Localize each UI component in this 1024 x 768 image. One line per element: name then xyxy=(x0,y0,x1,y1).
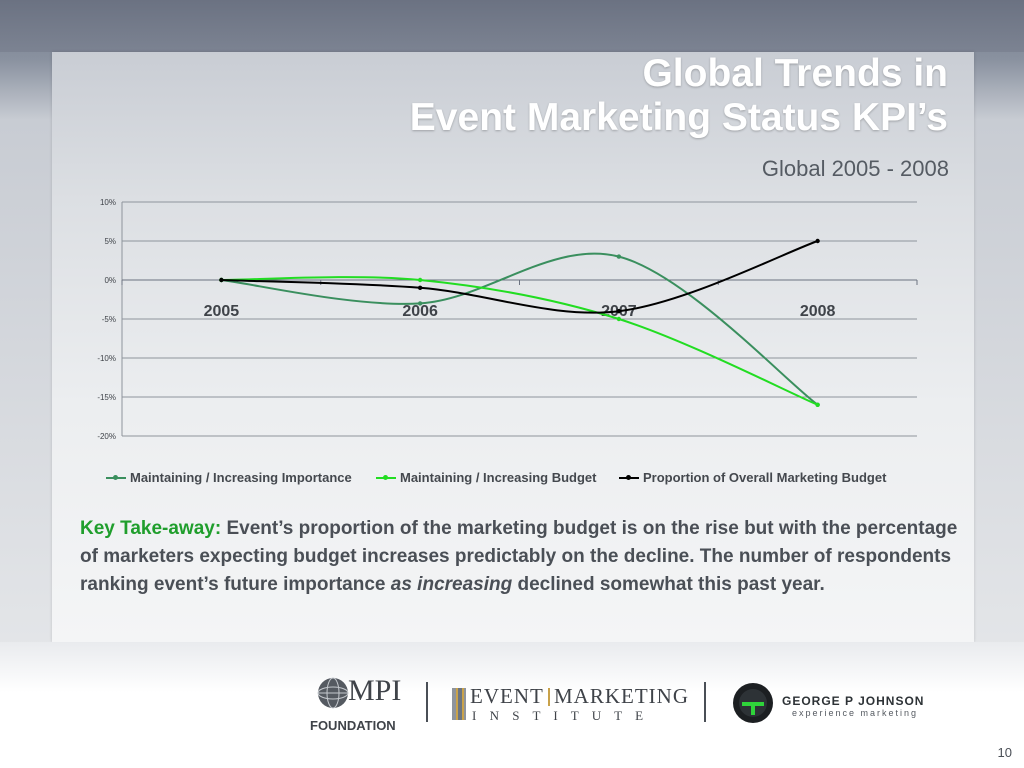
legend-label-proportion: Proportion of Overall Marketing Budget xyxy=(643,470,887,485)
y-tick-label: -15% xyxy=(97,393,116,402)
y-tick-label: -10% xyxy=(97,354,116,363)
data-point-proportion xyxy=(815,238,820,244)
y-tick-label: 5% xyxy=(104,237,116,246)
top-band xyxy=(0,0,1024,52)
legend-label-budget: Maintaining / Increasing Budget xyxy=(400,470,597,485)
page-number: 10 xyxy=(997,745,1012,760)
y-tick-label: -5% xyxy=(102,315,116,324)
slide-subtitle: Global 2005 - 2008 xyxy=(761,156,949,181)
chart-legend: Maintaining / Increasing Importance Main… xyxy=(106,470,906,492)
takeaway-text-1: Event’s proportion of the marketing budg… xyxy=(80,518,958,595)
takeaway-emphasis: as increasing xyxy=(390,574,513,595)
gpj-tagline: experience marketing xyxy=(792,708,919,718)
mpi-foundation-logo: MPI FOUNDATION xyxy=(308,674,418,736)
data-point-budget xyxy=(417,277,423,283)
emi-institute: I N S T I T U T E xyxy=(472,708,649,723)
series-line-importance xyxy=(221,252,819,406)
legend-swatch-budget xyxy=(376,474,396,480)
emi-marketing: MARKETING xyxy=(554,684,689,708)
legend-swatch-importance xyxy=(106,474,126,480)
x-tick-label: 2005 xyxy=(204,303,240,320)
emi-separator xyxy=(548,688,550,706)
gpj-emblem-icon xyxy=(733,683,773,723)
legend-item-importance: Maintaining / Increasing Importance xyxy=(106,470,352,485)
data-point-proportion xyxy=(219,277,224,283)
x-tick-label: 2006 xyxy=(402,303,438,320)
slide-title: Global Trends in Event Marketing Status … xyxy=(410,52,948,140)
content-panel xyxy=(52,52,974,642)
y-tick-label: 10% xyxy=(100,198,116,207)
logo-divider-1 xyxy=(426,682,428,722)
title-line-2: Event Marketing Status KPI’s xyxy=(409,96,948,139)
series-line-proportion xyxy=(221,240,818,314)
y-tick-label: -20% xyxy=(97,432,116,441)
title-line-1: Global Trends in xyxy=(642,52,948,95)
mpi-sub: FOUNDATION xyxy=(310,718,396,733)
data-point-proportion xyxy=(616,309,622,314)
mpi-text: MPI xyxy=(348,674,402,707)
data-point-budget xyxy=(815,402,820,407)
emi-bars-icon xyxy=(452,688,466,720)
series-line-budget xyxy=(221,276,819,406)
key-takeaway: Key Take-away: Event’s proportion of the… xyxy=(80,515,960,599)
legend-swatch-proportion xyxy=(619,474,639,480)
data-point-budget xyxy=(616,316,622,322)
legend-label-importance: Maintaining / Increasing Importance xyxy=(130,470,352,485)
emi-event: EVENT xyxy=(470,684,544,708)
x-tick-label: 2008 xyxy=(800,303,836,320)
legend-item-budget: Maintaining / Increasing Budget xyxy=(376,470,596,485)
gpj-name: GEORGE P JOHNSON xyxy=(782,694,925,708)
legend-item-proportion: Proportion of Overall Marketing Budget xyxy=(619,470,886,485)
data-point-importance xyxy=(417,301,423,306)
takeaway-label: Key Take-away: xyxy=(80,518,222,539)
data-point-proportion xyxy=(417,285,423,290)
event-marketing-institute-logo: EVENT MARKETING I N S T I T U T E xyxy=(452,684,688,726)
data-point-importance xyxy=(616,254,622,259)
takeaway-text-2: declined somewhat this past year. xyxy=(512,574,825,595)
george-p-johnson-logo: GEORGE P JOHNSON experience marketing xyxy=(732,682,962,726)
footer-band xyxy=(0,642,1024,768)
globe-icon xyxy=(317,677,349,709)
logo-divider-2 xyxy=(704,682,706,722)
y-tick-label: 0% xyxy=(104,276,116,285)
